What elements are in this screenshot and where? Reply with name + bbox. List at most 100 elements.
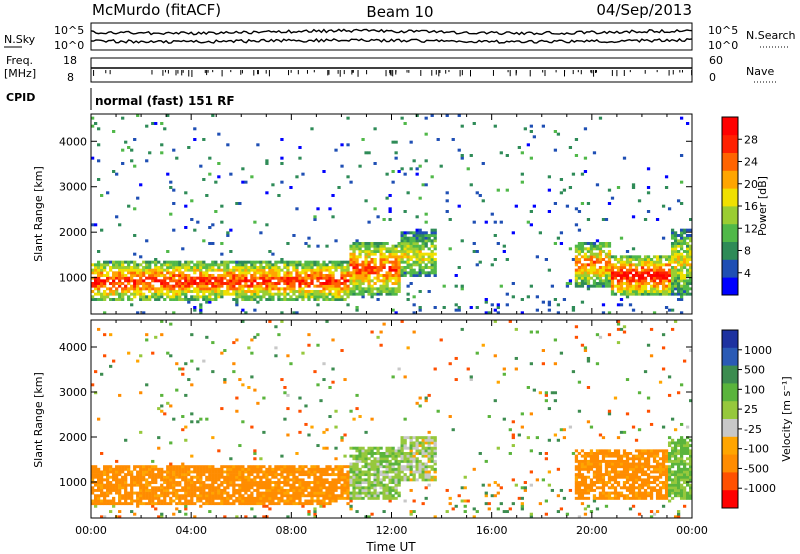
heatmap-cell — [355, 268, 359, 272]
heatmap-cell — [598, 116, 603, 120]
heatmap-cell — [289, 470, 293, 474]
heatmap-cell — [208, 156, 212, 160]
heatmap-cell — [328, 284, 332, 288]
heatmap-cell — [370, 258, 374, 261]
noise-sky-trace — [90, 28, 693, 36]
heatmap-cell — [616, 459, 621, 463]
heatmap-cell — [631, 268, 636, 272]
heatmap-cell — [376, 478, 380, 482]
heatmap-cell — [202, 271, 206, 275]
heatmap-cell — [247, 295, 251, 299]
heatmap-cell — [529, 470, 533, 474]
heatmap-cell — [379, 481, 383, 484]
heatmap-cell — [298, 496, 302, 500]
heatmap-cell — [457, 308, 461, 312]
heatmap-cell — [553, 130, 558, 133]
heatmap-cell — [652, 290, 657, 293]
heatmap-cell — [178, 284, 182, 288]
heatmap-cell — [397, 449, 401, 453]
heatmap-cell — [397, 478, 401, 482]
heatmap-cell — [232, 268, 236, 272]
heatmap-cell — [121, 268, 125, 272]
heatmap-cell — [220, 499, 224, 503]
heatmap-cell — [103, 483, 107, 487]
heatmap-cell — [94, 268, 98, 272]
heatmap-cell — [679, 252, 684, 256]
heatmap-cell — [346, 175, 350, 179]
heatmap-cell — [616, 496, 621, 500]
heatmap-cell — [574, 491, 579, 495]
heatmap-cell — [181, 473, 185, 477]
heatmap-cell — [250, 282, 254, 285]
heatmap-cell — [211, 436, 215, 440]
heatmap-cell — [100, 279, 104, 283]
heatmap-cell — [433, 446, 437, 450]
heatmap-cell — [136, 496, 140, 500]
heatmap-cell — [388, 496, 392, 500]
heatmap-cell — [289, 494, 293, 498]
heatmap-cell — [160, 512, 164, 516]
heatmap-cell — [223, 465, 227, 469]
heatmap-cell — [397, 491, 401, 495]
heatmap-cell — [352, 467, 356, 471]
heatmap-cell — [394, 244, 398, 248]
heatmap-cell — [178, 292, 182, 296]
heatmap-cell — [427, 234, 431, 237]
heatmap-cell — [283, 499, 287, 503]
heatmap-cell — [322, 494, 326, 498]
heatmap-cell — [316, 470, 320, 474]
heatmap-cell — [310, 470, 314, 474]
heatmap-cell — [115, 271, 119, 275]
heatmap-cell — [277, 483, 281, 487]
heatmap-cell — [421, 236, 425, 240]
heatmap-cell — [625, 454, 630, 458]
heatmap-cell — [298, 491, 302, 495]
heatmap-cell — [655, 284, 660, 288]
heatmap-cell — [670, 271, 675, 275]
heatmap-cell — [418, 250, 422, 253]
heatmap-cell — [598, 465, 603, 469]
heatmap-cell — [124, 292, 128, 296]
heatmap-cell — [169, 470, 173, 474]
heatmap-cell — [640, 494, 645, 498]
heatmap-cell — [397, 250, 401, 253]
heatmap-cell — [115, 491, 119, 495]
heatmap-cell — [655, 274, 660, 277]
heatmap-cell — [376, 247, 380, 251]
heatmap-cell — [202, 284, 206, 288]
heatmap-cell — [583, 462, 588, 466]
heatmap-cell — [196, 263, 200, 267]
heatmap-cell — [689, 279, 693, 283]
heatmap-cell — [478, 452, 482, 455]
heatmap-cell — [403, 244, 407, 248]
heatmap-cell — [424, 467, 428, 471]
heatmap-cell — [631, 459, 636, 463]
heatmap-cell — [322, 481, 326, 484]
heatmap-cell — [226, 266, 230, 269]
heatmap-cell — [631, 292, 636, 296]
heatmap-cell — [178, 298, 182, 301]
heatmap-cell — [301, 282, 305, 285]
heatmap-cell — [415, 247, 419, 251]
heatmap-cell — [124, 486, 128, 490]
heatmap-cell — [298, 279, 302, 283]
heatmap-cell — [526, 295, 530, 299]
heatmap-cell — [361, 287, 365, 291]
heatmap-cell — [169, 499, 173, 503]
heatmap-cell — [679, 202, 684, 205]
heatmap-cell — [616, 322, 621, 326]
heatmap-cell — [340, 486, 344, 490]
heatmap-cell — [352, 483, 356, 487]
heatmap-cell — [418, 196, 422, 200]
heatmap-cell — [349, 247, 353, 251]
heatmap-cell — [145, 295, 149, 299]
heatmap-cell — [211, 475, 215, 479]
heatmap-cell — [337, 263, 341, 267]
heatmap-cell — [295, 290, 299, 293]
heatmap-cell — [268, 483, 272, 487]
heatmap-cell — [676, 255, 681, 259]
heatmap-cell — [424, 258, 428, 261]
heatmap-cell — [115, 465, 119, 469]
heatmap-cell — [349, 271, 353, 275]
nave-tick-top: 60 — [709, 54, 723, 67]
